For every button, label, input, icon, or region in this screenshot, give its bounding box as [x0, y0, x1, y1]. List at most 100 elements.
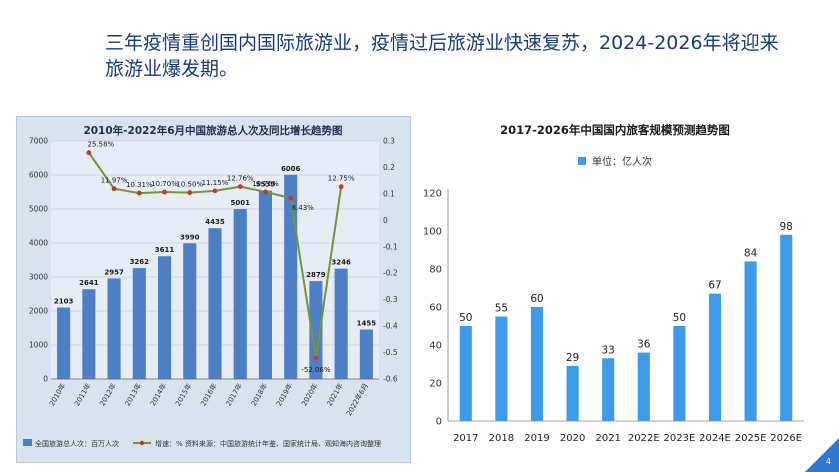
bar-value-label: 98 — [780, 221, 793, 233]
growth-value-label: 12.76% — [227, 175, 254, 183]
x-tick-label: 2017 — [453, 433, 478, 444]
growth-value-label: 10.76% — [252, 180, 279, 188]
bar — [673, 326, 686, 421]
bar-value-label: 3990 — [180, 233, 200, 241]
bar-value-label: 55 — [495, 303, 508, 315]
x-tick-label: 2015年 — [173, 382, 193, 408]
x-tick-label: 2021 — [595, 433, 620, 444]
bar — [359, 329, 373, 379]
bar — [744, 261, 757, 421]
y-right-tick-label: -0.4 — [383, 322, 398, 331]
x-tick-label: 2024E — [699, 433, 731, 444]
growth-value-label: 12.75% — [328, 175, 355, 183]
bar — [284, 174, 298, 379]
bar — [107, 278, 121, 379]
bar — [334, 268, 348, 379]
legend-swatch-bar — [23, 439, 32, 446]
y-tick-label: 60 — [429, 303, 442, 314]
bar — [495, 316, 508, 421]
y-left-tick-label: 6000 — [29, 171, 48, 180]
bar-value-label: 67 — [708, 280, 721, 292]
bar — [82, 289, 96, 379]
growth-point — [162, 189, 167, 195]
bar-value-label: 3246 — [331, 259, 351, 267]
bar-value-label: 2641 — [79, 279, 99, 287]
x-tick-label: 2012年 — [98, 382, 118, 408]
bar-value-label: 36 — [637, 339, 651, 351]
y-right-tick-label: -0.1 — [383, 242, 398, 251]
bar-value-label: 3611 — [155, 246, 175, 254]
left-chart-panel: 2010年-2022年6月中国旅游总人次及同比增长趋势图 2103 2641 295… — [16, 116, 411, 463]
bar-value-label: 50 — [673, 312, 686, 324]
growth-point — [338, 184, 344, 190]
bar-value-label: 33 — [602, 344, 615, 356]
y-tick-label: 40 — [429, 341, 442, 352]
x-tick-label: 2014年 — [148, 382, 168, 408]
y-right-tick-label: -0.2 — [383, 269, 398, 278]
y-left-tick-label: 2000 — [29, 307, 48, 316]
y-left-tick-label: 5000 — [29, 205, 48, 214]
x-tick-label: 2021年 — [325, 382, 345, 408]
bar — [602, 358, 615, 421]
y-right-tick-label: -0.3 — [383, 295, 398, 304]
y-right-tick-label: 0 — [383, 216, 388, 225]
bar — [208, 228, 222, 379]
growth-point — [86, 150, 92, 156]
bar-value-label: 4435 — [205, 218, 225, 226]
right-chart-panel: 2017-2026年中国国内旅客规模预测趋势图 单位：亿人次 50 55 60 29 3… — [420, 100, 810, 460]
legend-swatch — [578, 157, 586, 165]
y-left-tick-label: 4000 — [29, 239, 48, 248]
growth-point — [263, 189, 268, 195]
y-tick-label: 0 — [436, 417, 442, 428]
bar-value-label: 2103 — [54, 297, 74, 305]
x-tick-label: 2026E — [770, 433, 802, 444]
left-chart: 2010年-2022年6月中国旅游总人次及同比增长趋势图 2103 2641 295… — [23, 124, 398, 448]
right-chart: 2017-2026年中国国内旅客规模预测趋势图 单位：亿人次 50 55 60 29 3… — [423, 123, 804, 444]
y-left-tick-label: 3000 — [29, 273, 48, 282]
x-tick-label: 2023E — [664, 433, 696, 444]
growth-value-label: 11.97% — [101, 177, 128, 185]
bar-value-label: 2879 — [306, 271, 326, 279]
x-tick-label: 2017年 — [224, 382, 244, 408]
x-tick-label: 2016年 — [199, 382, 219, 408]
x-tick-label: 2019 — [524, 433, 549, 444]
x-tick-label: 2022年6月 — [344, 382, 370, 418]
y-right-tick-label: -0.5 — [383, 348, 398, 357]
bar-value-label: 29 — [566, 352, 579, 364]
source-note: 资料来源：中国旅游统计年鉴、国家统计局、观知海内咨询整理 — [185, 439, 381, 448]
bar — [459, 326, 472, 421]
x-tick-label: 2018 — [489, 433, 514, 444]
bar-value-label: 2957 — [104, 268, 124, 276]
bar — [57, 307, 71, 379]
right-legend-label: 单位：亿人次 — [592, 155, 652, 168]
x-tick-label: 2013年 — [123, 382, 143, 408]
x-tick-label: 2018年 — [249, 382, 269, 408]
y-left-tick-label: 7000 — [29, 137, 48, 146]
bar-value-label: 1455 — [357, 320, 377, 328]
bar-value-label: 3262 — [130, 258, 150, 266]
y-right-tick-label: -0.6 — [383, 375, 398, 384]
x-tick-label: 2020年 — [299, 382, 319, 408]
bar — [132, 268, 146, 379]
legend-line-label: 增速：% — [155, 439, 183, 448]
y-tick-label: 80 — [429, 265, 442, 276]
growth-point — [313, 355, 319, 361]
bar — [183, 243, 197, 379]
bar — [258, 190, 273, 379]
growth-value-label: -52.06% — [301, 366, 331, 374]
bar — [530, 307, 544, 421]
legend-swatch-marker — [139, 440, 145, 446]
y-tick-label: 100 — [423, 227, 442, 238]
y-tick-label: 120 — [423, 189, 442, 200]
bar — [309, 281, 323, 379]
growth-value-label: 10.31% — [126, 181, 153, 189]
x-tick-label: 2025E — [735, 433, 767, 444]
right-chart-title: 2017-2026年中国国内旅客规模预测趋势图 — [500, 123, 730, 137]
x-tick-label: 2022E — [628, 433, 660, 444]
left-chart-title: 2010年-2022年6月中国旅游总人次及同比增长趋势图 — [83, 124, 342, 137]
x-tick-label: 2010年 — [47, 382, 67, 408]
bar — [233, 208, 247, 379]
legend-bar-label: 全国旅游总人次：百万人次 — [35, 439, 119, 448]
growth-point — [136, 190, 142, 196]
growth-value-label: 25.58% — [87, 141, 114, 149]
